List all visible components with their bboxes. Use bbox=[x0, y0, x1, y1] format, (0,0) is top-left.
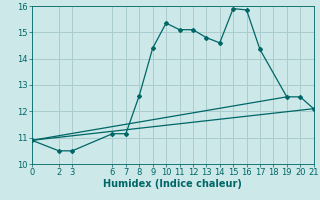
X-axis label: Humidex (Indice chaleur): Humidex (Indice chaleur) bbox=[103, 179, 242, 189]
